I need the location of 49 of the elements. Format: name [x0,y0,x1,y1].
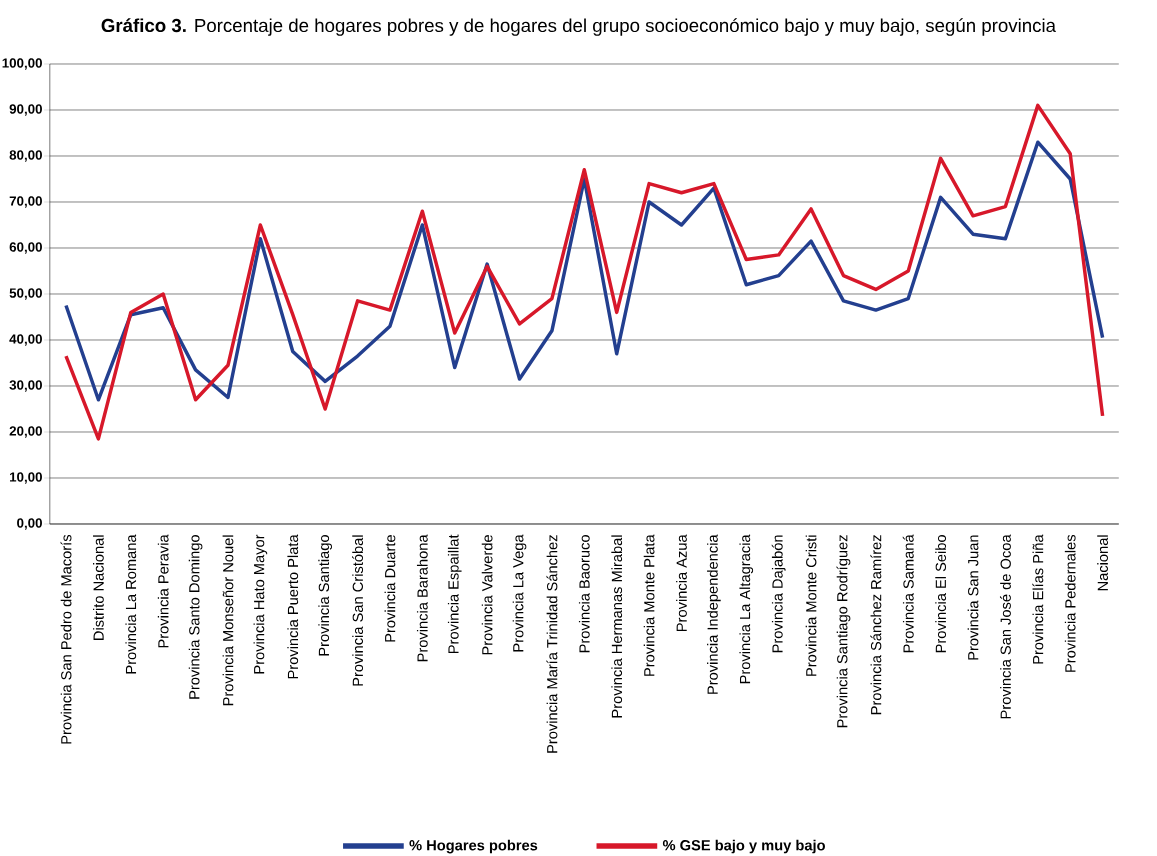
x-tick-label: Provincia Espaillat [447,534,462,654]
x-tick-label: Provincia Valverde [481,535,493,655]
x-tick-label: Provincia Azua [676,534,687,631]
x-tick-label: Nacional [1097,535,1108,591]
x-tick-label: Provincia Monte Cristi [805,535,817,676]
x-tick-label: Provincia Monseñor Nouel [222,535,234,706]
y-tick-label: 0,00 [17,518,42,530]
x-tick-label: Provincia La Romana [125,534,137,674]
x-tick-label: Provincia Pedernales [1064,534,1076,672]
x-tick-label: Provincia El Seibo [935,535,947,653]
x-tick-label: Provincia María Trinidad Sánchez [546,535,558,753]
x-tick-label: Provincia Baoruco [578,535,590,653]
x-tick-label: Provincia Hato Mayor [253,534,268,674]
x-tick-label: Provincia Puerto Plata [287,534,299,679]
legend-label: % Hogares pobres [409,839,538,854]
x-tick-label: Provincia Samaná [902,534,914,653]
x-tick-label: Provincia La Vega [512,534,527,652]
x-tick-label: Provincia San Juan [967,535,979,660]
y-tick-label: 90,00 [9,104,42,116]
x-tick-label: Provincia Santiago [318,535,332,656]
x-tick-label: Provincia San Cristóbal [352,535,364,686]
y-tick-label: 80,00 [9,150,42,162]
legend-label: % GSE bajo y muy bajo [662,839,825,854]
chart-title: Gráfico 3. Porcentaje de hogares pobres y de hogares del grupo socioeconómico bajo y muy bajo, según provincia [101,18,1057,36]
y-tick-label: 30,00 [9,380,42,392]
x-tick-label: Provincia Peravia [157,534,169,648]
x-tick-label: Provincia Hermanas Mirabal [611,535,623,718]
y-tick-label: 50,00 [9,288,42,300]
y-tick-label: 20,00 [9,426,42,438]
x-tick-label: Provincia Santo Domingo [188,535,203,699]
x-tick-label: Provincia San José de Ocoa [999,534,1011,719]
y-tick-label: 70,00 [9,196,42,208]
x-tick-label: Provincia Barahona [416,534,428,662]
y-tick-label: 60,00 [9,242,42,254]
x-tick-label: Provincia Santiago Rodríguez [836,535,851,728]
x-tick-label: Provincia Monte Plata [643,534,655,676]
x-tick-label: Distrito Nacional [93,535,104,640]
y-tick-label: 100,00 [2,58,42,70]
line-series [64,140,1105,402]
x-tick-label: Provincia Sánchez Ramírez [870,535,882,715]
line-series [64,103,1105,441]
x-tick-label: Provincia Duarte [384,535,396,642]
x-tick-label: Provincia Independencia [707,534,721,694]
x-tick-label: Provincia Elías Piña [1032,534,1044,664]
x-tick-label: Provincia Dajabón [771,535,786,653]
y-tick-label: 40,00 [9,334,42,346]
x-tick-label: Provincia San Pedro de Macorís [60,534,72,744]
y-tick-label: 10,00 [9,472,42,484]
x-tick-label: Provincia La Altagracia [739,534,754,684]
